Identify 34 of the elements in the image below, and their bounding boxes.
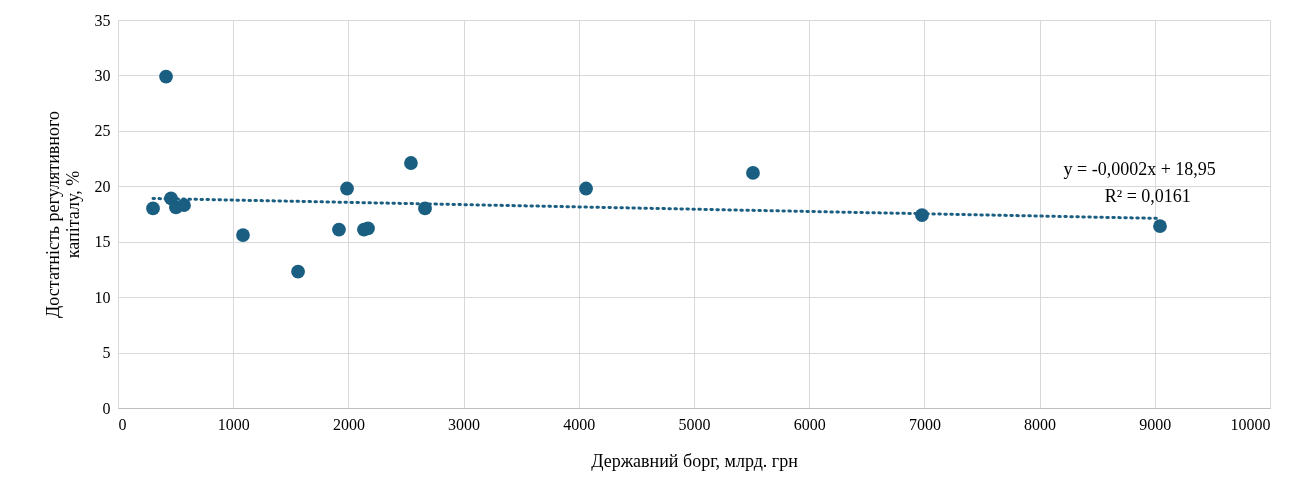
y-tick-label: 30 bbox=[94, 66, 111, 84]
y-tick-label: 25 bbox=[94, 122, 111, 140]
x-tick-label: 7000 bbox=[908, 415, 941, 433]
point bbox=[177, 198, 191, 213]
y-tick-label: 35 bbox=[94, 11, 111, 29]
annotation: y = -0,0002x + 18,95 bbox=[1063, 159, 1216, 180]
x-tick-label: 1000 bbox=[217, 415, 250, 433]
y-tick-label: 10 bbox=[94, 288, 111, 306]
annotation: R² = 0,0161 bbox=[1104, 186, 1191, 207]
y-tick-label: 20 bbox=[94, 177, 111, 195]
x-tick-label: 8000 bbox=[1024, 415, 1057, 433]
point bbox=[404, 156, 418, 170]
x-axis-title: Державний борг, млрд. грн bbox=[591, 450, 799, 471]
x-tick-label: 4000 bbox=[563, 415, 596, 433]
point bbox=[746, 166, 760, 180]
point bbox=[1153, 219, 1167, 234]
y-tick-label: 5 bbox=[102, 344, 111, 362]
x-tick-label: 5000 bbox=[678, 415, 711, 433]
y-tick-label: 0 bbox=[102, 399, 111, 417]
point bbox=[146, 201, 160, 216]
point bbox=[291, 264, 305, 279]
x-tick-label: 2000 bbox=[332, 415, 365, 433]
point bbox=[236, 228, 250, 242]
x-tick-label: 10000 bbox=[1230, 415, 1271, 433]
point bbox=[159, 69, 173, 84]
point bbox=[579, 181, 593, 196]
x-tick-label: 9000 bbox=[1139, 415, 1172, 433]
y-tick-label: 15 bbox=[94, 233, 111, 251]
point bbox=[340, 181, 354, 196]
x-tick-label: 3000 bbox=[448, 415, 481, 433]
x-tick-label: 0 bbox=[118, 415, 127, 433]
y-axis-title: Достатність регулятивного капіталу, % bbox=[42, 111, 83, 318]
point bbox=[332, 222, 346, 237]
x-tick-label: 6000 bbox=[793, 415, 826, 433]
